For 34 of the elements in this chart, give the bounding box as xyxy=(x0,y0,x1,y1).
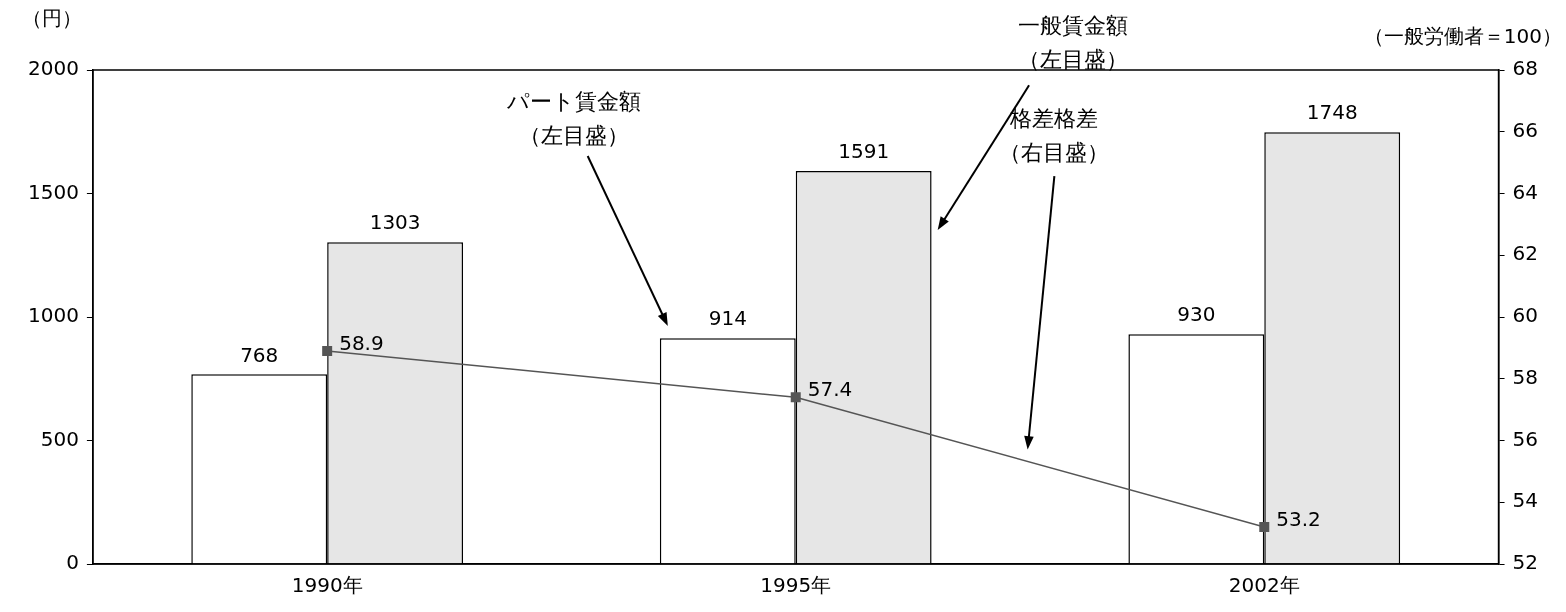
y2-tick-label: 68 xyxy=(1512,56,1538,81)
annotation: 一般賃金額（左目盛） xyxy=(1017,13,1128,73)
data-label: 930 xyxy=(1177,302,1216,327)
x-tick-label: 1990年 xyxy=(291,573,363,598)
y-tick-label: 0 xyxy=(66,550,79,575)
y-axis-title: （円） xyxy=(22,6,82,31)
y-tick-label: 1500 xyxy=(27,179,79,204)
annotation: パート賃金額（左目盛） xyxy=(505,89,641,149)
y2-tick-label: 56 xyxy=(1512,426,1538,451)
x-tick-label: 1995年 xyxy=(760,573,832,598)
y2-tick-label: 64 xyxy=(1512,179,1538,204)
data-label: 53.2 xyxy=(1276,507,1321,532)
data-label: 1591 xyxy=(838,139,890,164)
data-label: 58.9 xyxy=(339,331,384,356)
y2-tick-label: 60 xyxy=(1512,303,1538,328)
point xyxy=(1259,521,1270,532)
y-tick-label: 2000 xyxy=(27,56,79,81)
y2-tick-label: 54 xyxy=(1512,488,1538,513)
y2-tick-label: 66 xyxy=(1512,117,1538,142)
y2-tick-label: 58 xyxy=(1512,364,1538,389)
y2-axis-title: （一般労働者＝100） xyxy=(1363,24,1562,49)
y2-tick-label: 52 xyxy=(1512,550,1538,575)
y-tick-label: 500 xyxy=(40,426,79,451)
y2-tick-label: 62 xyxy=(1512,241,1538,266)
data-label: 57.4 xyxy=(807,377,853,402)
y-tick-label: 1000 xyxy=(27,303,79,328)
data-label: 1748 xyxy=(1306,100,1358,125)
data-label: 914 xyxy=(708,306,747,331)
point xyxy=(322,345,333,356)
annotation: 格差格差（右目盛） xyxy=(999,106,1110,166)
data-label: 1303 xyxy=(369,210,421,235)
point xyxy=(790,392,801,403)
data-label: 768 xyxy=(240,342,279,367)
x-tick-label: 2002年 xyxy=(1228,573,1300,598)
